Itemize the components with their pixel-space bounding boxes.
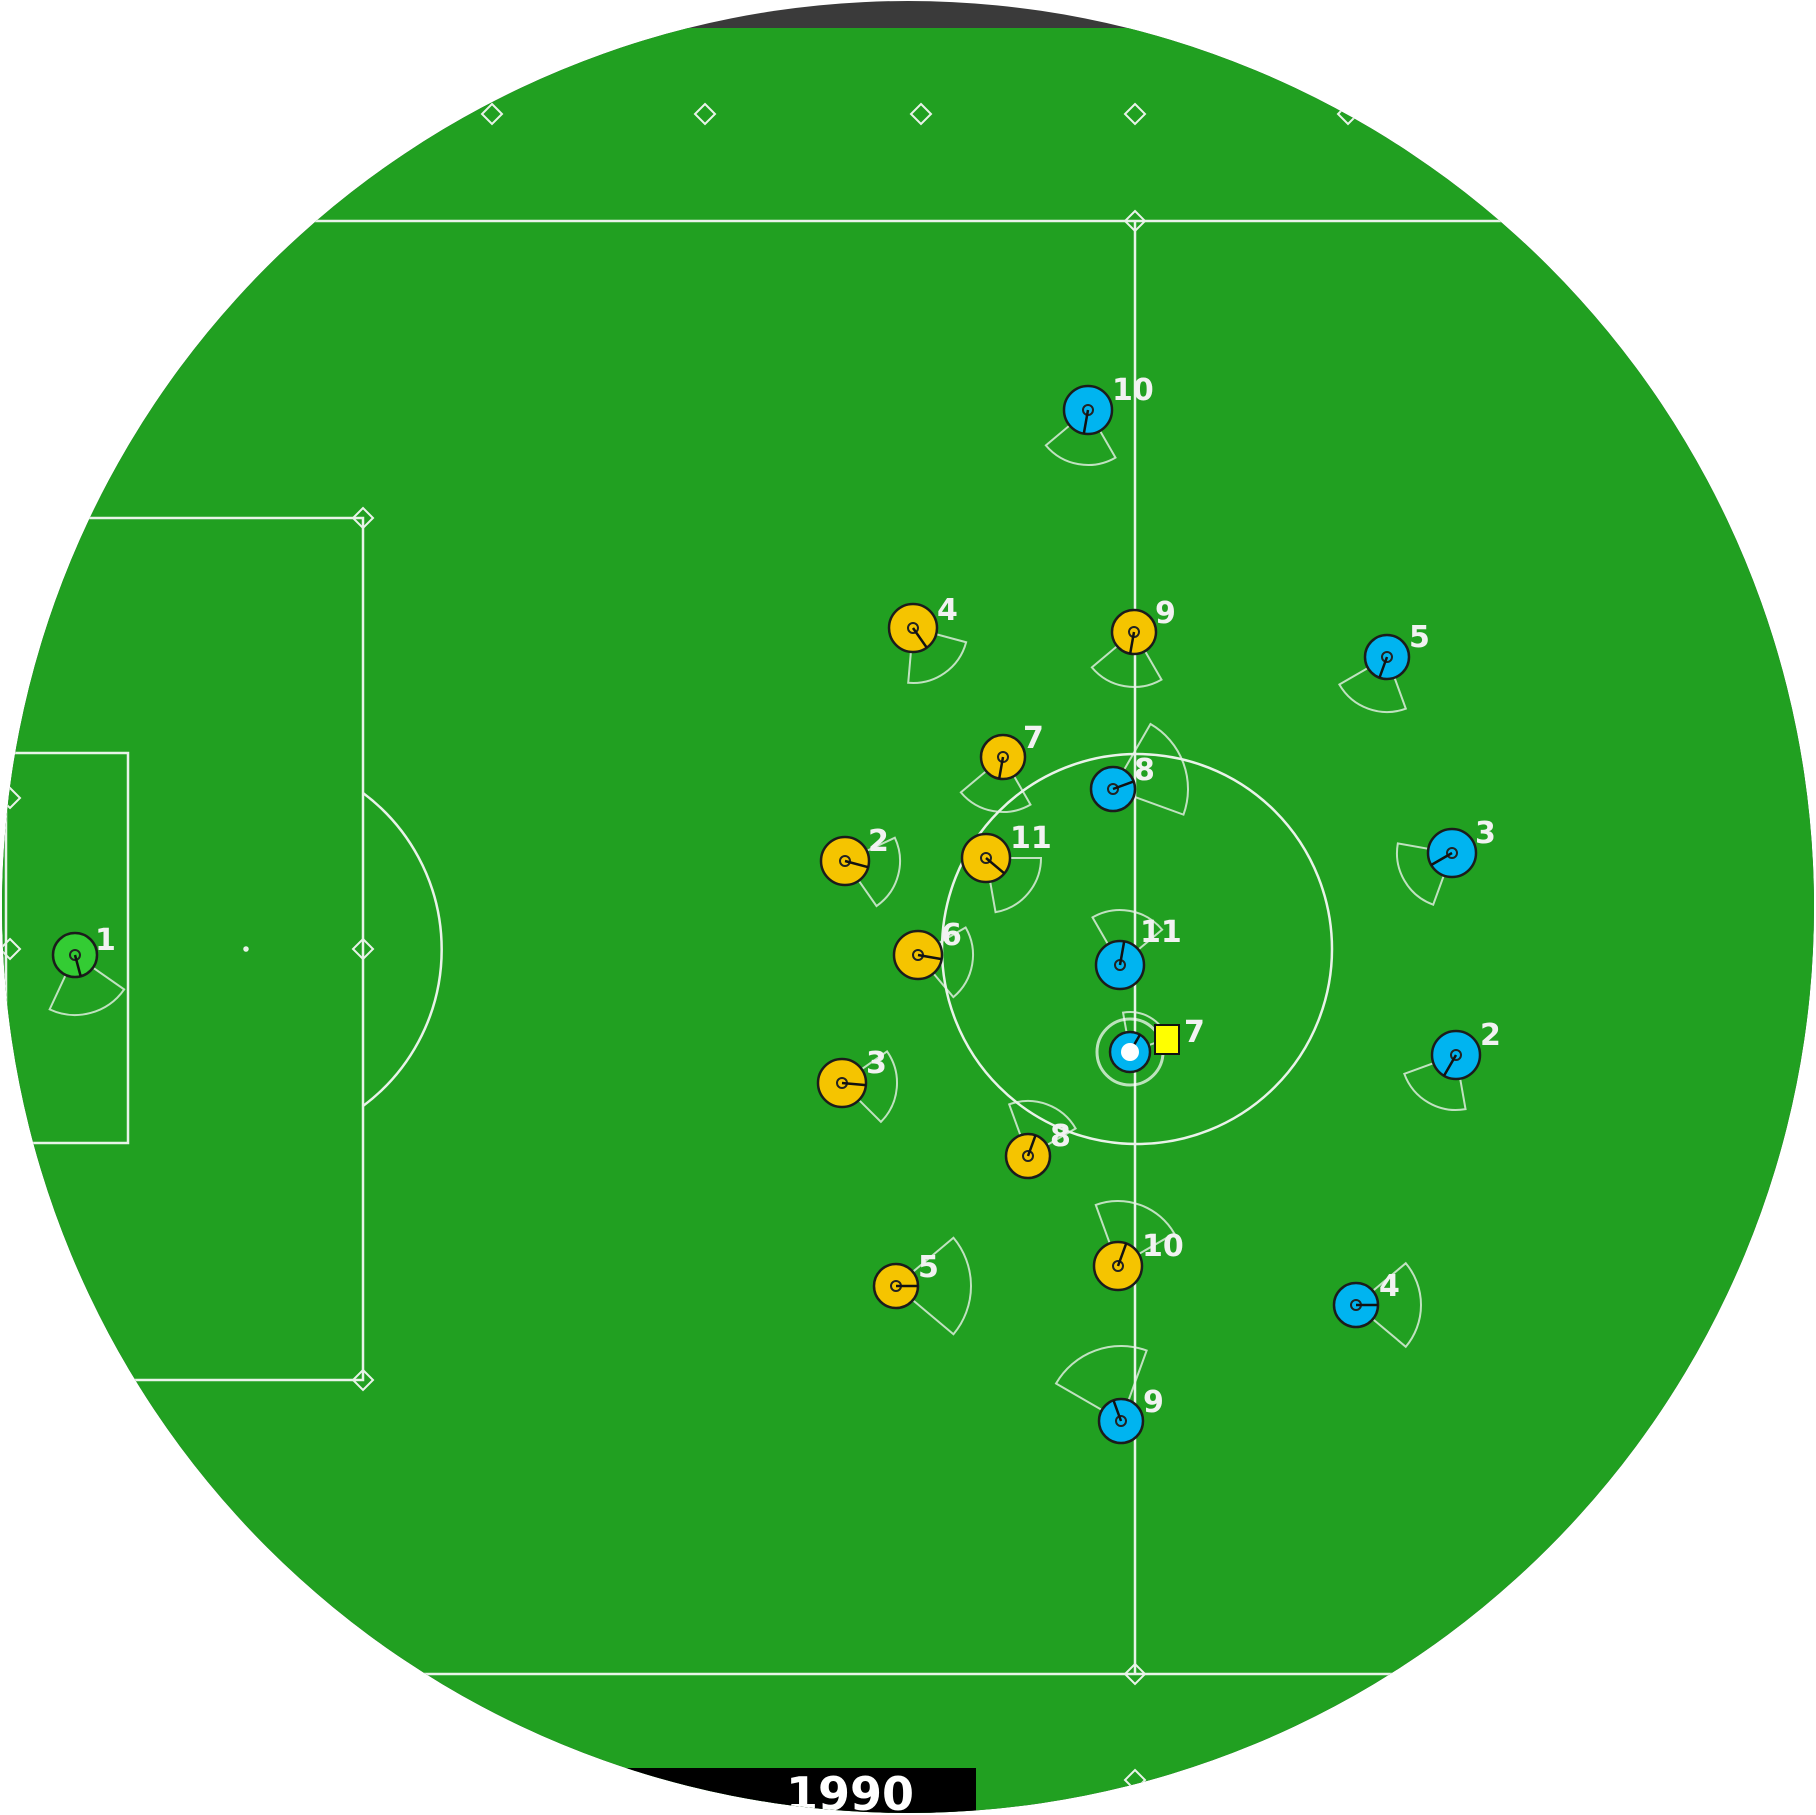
player-number: 4 <box>1379 1269 1400 1304</box>
player-number: 2 <box>1480 1018 1501 1053</box>
player-blue-8[interactable]: 8 <box>1089 722 1189 816</box>
facing-line <box>1378 656 1389 679</box>
player-number: 11 <box>1010 821 1052 856</box>
facing-line <box>1112 780 1135 791</box>
facing-line <box>1112 1399 1123 1422</box>
players-layer: 1 4 9 7 2 11 6 3 8 5 10 10 5 8 3 11 2 4 9 7 <box>48 373 1501 1445</box>
player-number: 7 <box>1023 721 1044 756</box>
status-prefix: n <box>650 1765 683 1815</box>
player-center <box>980 852 992 864</box>
penalty-arc <box>362 791 443 1108</box>
player-center <box>839 855 851 867</box>
field-flag <box>1123 1662 1147 1686</box>
facing-line <box>844 859 869 869</box>
field-flag <box>351 506 375 530</box>
player-center <box>1446 847 1458 859</box>
player-yellow-3[interactable]: 3 <box>816 1046 898 1124</box>
field-flag <box>909 102 933 126</box>
player-number: 9 <box>1155 596 1176 631</box>
player-blue-5[interactable]: 5 <box>1338 620 1430 713</box>
selected-marker <box>1154 1024 1180 1055</box>
player-number: 7 <box>1184 1015 1205 1050</box>
facing-line <box>997 756 1005 779</box>
player-center <box>1112 1260 1124 1272</box>
player-center <box>1107 783 1119 795</box>
player-yellow-7[interactable]: 7 <box>959 721 1044 813</box>
facing-line <box>911 627 928 649</box>
player-center <box>907 622 919 634</box>
facing-line <box>1116 1243 1128 1267</box>
player-yellow-10[interactable]: 10 <box>1092 1200 1184 1292</box>
field-flag <box>693 102 717 126</box>
facing-line <box>1442 1054 1458 1077</box>
field-flag <box>480 102 504 126</box>
player-number: 11 <box>1140 915 1182 950</box>
penalty-spot <box>243 946 249 952</box>
player-number: 9 <box>1143 1385 1164 1420</box>
facing-line <box>841 1081 867 1087</box>
player-yellow-4[interactable]: 4 <box>887 593 968 684</box>
facing-line <box>1026 1134 1037 1157</box>
player-blue-9[interactable]: 9 <box>1054 1345 1164 1445</box>
facing-line <box>1128 631 1136 654</box>
field-flag <box>351 1368 375 1392</box>
field-flag <box>351 937 375 961</box>
facing-line <box>917 953 942 961</box>
player-goalie-1[interactable]: 1 <box>48 923 126 1016</box>
player-number: 5 <box>918 1250 939 1285</box>
penalty-area <box>2 516 365 1382</box>
player-center <box>1115 1415 1127 1427</box>
pitch <box>2 28 1814 1813</box>
player-yellow-6[interactable]: 6 <box>892 918 974 999</box>
player-blue-3[interactable]: 3 <box>1396 816 1496 906</box>
facing-line <box>985 857 1006 875</box>
facing-line <box>1430 851 1453 867</box>
player-yellow-2[interactable]: 2 <box>819 824 901 908</box>
player-number: 5 <box>1409 620 1430 655</box>
player-yellow-11[interactable]: 11 <box>960 821 1052 914</box>
player-center <box>1381 651 1393 663</box>
player-number: 8 <box>1050 1119 1071 1154</box>
player-yellow-9[interactable]: 9 <box>1090 596 1176 688</box>
player-center <box>1450 1049 1462 1061</box>
player-number: 10 <box>1112 373 1154 408</box>
player-blue-2[interactable]: 2 <box>1403 1018 1501 1111</box>
player-number: 3 <box>1475 816 1496 851</box>
player-blue-11[interactable]: 11 <box>1091 909 1182 991</box>
player-blue-4[interactable]: 4 <box>1332 1261 1422 1349</box>
status-bar: n 1990 <box>600 1765 976 1815</box>
facing-line <box>73 954 82 977</box>
player-number: 6 <box>941 918 962 953</box>
player-center <box>69 949 81 961</box>
facing-line <box>1082 409 1090 434</box>
player-number: 10 <box>1142 1229 1184 1264</box>
player-number: 4 <box>937 593 958 628</box>
field-flag <box>1123 102 1147 126</box>
cycle-counter: 1990 <box>786 1767 914 1815</box>
player-blue-10[interactable]: 10 <box>1044 373 1154 466</box>
player-number: 2 <box>868 824 889 859</box>
player-center <box>1022 1150 1034 1162</box>
player-number: 8 <box>1134 753 1155 788</box>
goal-area <box>2 751 130 1145</box>
player-number: 1 <box>95 923 116 958</box>
facing-line <box>1118 941 1126 966</box>
player-yellow-5[interactable]: 5 <box>872 1236 972 1336</box>
field-flag <box>2 937 22 961</box>
player-yellow-8[interactable]: 8 <box>1004 1100 1077 1180</box>
field-flag <box>1123 209 1147 233</box>
player-number: 3 <box>866 1046 887 1081</box>
